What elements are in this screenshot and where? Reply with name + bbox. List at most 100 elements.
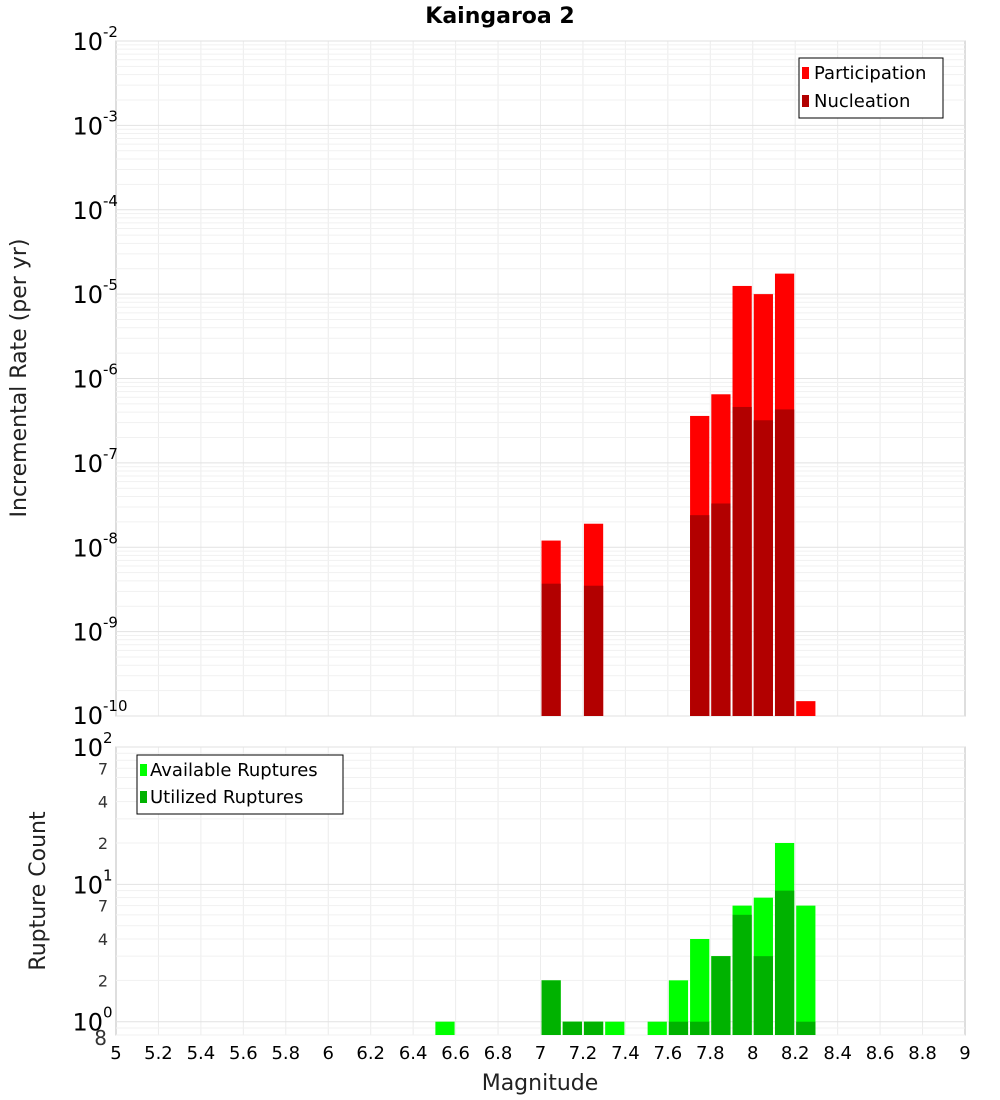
x-tick-label-13: 7.6 xyxy=(654,1043,683,1064)
x-tick-label-16: 8.2 xyxy=(781,1043,810,1064)
rate-y-tick-base-6: 10 xyxy=(72,534,103,562)
count-bar-utilized-ruptures-0 xyxy=(541,980,561,1035)
count-bar-utilized-ruptures-3 xyxy=(668,1021,689,1035)
x-tick-label-18: 8.6 xyxy=(866,1043,895,1064)
rate-bar-participation-7 xyxy=(796,701,816,716)
available-legend-label: Available Ruptures xyxy=(150,760,318,781)
nucleation-legend-label: Nucleation xyxy=(814,91,910,112)
x-tick-label-19: 8.8 xyxy=(908,1043,937,1064)
x-tick-label-3: 5.6 xyxy=(229,1043,258,1064)
rate-y-tick-exp-5: -7 xyxy=(103,445,118,463)
x-tick-label-5: 6 xyxy=(323,1043,334,1064)
count-bar-available-ruptures-12 xyxy=(796,905,816,1035)
rate-y-tick-exp-8: -10 xyxy=(103,697,128,715)
rate-y-tick-exp-2: -4 xyxy=(103,192,118,210)
count-y-tick-3: 2 xyxy=(98,834,108,853)
count-y-tick-2: 4 xyxy=(98,793,108,812)
rate-y-tick-exp-3: -5 xyxy=(103,276,118,294)
rate-bar-nucleation-3 xyxy=(711,503,731,716)
rate-legend: Participation Nucleation xyxy=(798,57,944,119)
rate-y-tick-base-4: 10 xyxy=(72,366,103,394)
x-tick-label-9: 6.8 xyxy=(484,1043,513,1064)
available-legend-swatch xyxy=(140,764,147,776)
count-y-tick-base-0: 10 xyxy=(72,734,103,762)
count-bar-utilized-ruptures-9 xyxy=(796,1021,816,1035)
rate-y-tick-base-2: 10 xyxy=(72,197,103,225)
count-y-tick-exp-8: 0 xyxy=(103,1004,113,1022)
count-bars xyxy=(435,843,816,1035)
nucleation-legend-swatch xyxy=(802,95,809,107)
count-bar-available-ruptures-6 xyxy=(668,980,689,1035)
count-bar-utilized-ruptures-2 xyxy=(583,1021,604,1035)
count-bar-available-ruptures-7 xyxy=(690,939,710,1035)
count-y-axis-label: Rupture Count xyxy=(26,811,51,971)
x-tick-label-10: 7 xyxy=(535,1043,546,1064)
rate-y-tick-exp-7: -9 xyxy=(103,614,118,632)
rate-bar-nucleation-0 xyxy=(541,583,561,716)
rate-y-tick-base-1: 10 xyxy=(72,112,103,140)
count-y-tick-exp-4: 1 xyxy=(103,866,113,884)
count-bar-utilized-ruptures-7 xyxy=(753,956,773,1035)
count-y-tick-5: 7 xyxy=(98,897,108,916)
x-tick-label-0: 5 xyxy=(110,1043,121,1064)
x-tick-label-11: 7.2 xyxy=(569,1043,598,1064)
x-tick-label-14: 7.8 xyxy=(696,1043,725,1064)
rate-y-tick-base-7: 10 xyxy=(72,619,103,647)
participation-legend-label: Participation xyxy=(814,63,926,84)
rate-bar-nucleation-6 xyxy=(774,409,795,716)
utilized-legend-label: Utilized Ruptures xyxy=(150,787,303,808)
rate-y-tick-base-3: 10 xyxy=(72,281,103,309)
chart-title: Kaingaroa 2 xyxy=(425,4,574,29)
x-tick-label-1: 5.2 xyxy=(144,1043,173,1064)
rate-bar-nucleation-5 xyxy=(753,420,773,716)
rate-y-ticks: 10-210-310-410-510-610-710-810-910-10 xyxy=(72,23,127,730)
rate-y-tick-exp-4: -6 xyxy=(103,361,118,379)
count-bar-available-ruptures-0 xyxy=(435,1021,455,1035)
count-bar-utilized-ruptures-5 xyxy=(711,956,731,1035)
x-tick-label-2: 5.4 xyxy=(187,1043,216,1064)
rate-y-axis-label: Incremental Rate (per yr) xyxy=(7,239,32,518)
rate-y-tick-exp-0: -2 xyxy=(103,23,118,41)
count-bar-utilized-ruptures-4 xyxy=(690,1021,710,1035)
rate-y-tick-exp-6: -8 xyxy=(103,529,118,547)
count-bar-utilized-ruptures-1 xyxy=(562,1021,582,1035)
utilized-legend-swatch xyxy=(140,791,147,803)
rate-bar-nucleation-1 xyxy=(583,585,604,716)
count-legend-box xyxy=(136,754,344,815)
rate-legend-box xyxy=(798,57,944,119)
participation-legend-swatch xyxy=(802,67,809,79)
x-tick-label-4: 5.8 xyxy=(271,1043,300,1064)
rate-panel: 10-210-310-410-510-610-710-810-910-10 In… xyxy=(7,23,966,730)
count-y-tick-1: 7 xyxy=(98,759,108,778)
count-y-tick-9: 8 xyxy=(94,1026,107,1050)
rate-y-tick-base-8: 10 xyxy=(72,702,103,730)
count-y-tick-6: 4 xyxy=(98,930,108,949)
count-y-tick-7: 2 xyxy=(98,971,108,990)
rate-y-tick-exp-1: -3 xyxy=(103,107,118,125)
x-tick-label-6: 6.2 xyxy=(356,1043,385,1064)
count-bar-available-ruptures-5 xyxy=(647,1021,667,1035)
rate-bars xyxy=(541,273,816,716)
count-bar-utilized-ruptures-8 xyxy=(774,890,795,1035)
rate-grid xyxy=(116,40,965,717)
count-y-tick-exp-0: 2 xyxy=(103,729,113,747)
rate-y-tick-base-0: 10 xyxy=(72,28,103,56)
x-tick-label-7: 6.4 xyxy=(399,1043,428,1064)
rate-bar-nucleation-4 xyxy=(732,406,752,716)
count-y-tick-base-8: 10 xyxy=(72,1009,103,1037)
x-tick-label-20: 9 xyxy=(959,1043,970,1064)
x-tick-label-15: 8 xyxy=(747,1043,758,1064)
count-legend: Available Ruptures Utilized Ruptures xyxy=(136,754,344,815)
rate-bar-nucleation-2 xyxy=(690,515,710,716)
x-tick-label-12: 7.4 xyxy=(611,1043,640,1064)
x-axis-label: Magnitude xyxy=(482,1071,599,1096)
x-axis-ticks: 5 5.2 5.4 5.6 5.8 6 6.2 6.4 6.6 6.8 7 7.2 7.4 7.6 7.8 8… xyxy=(110,1043,970,1064)
count-bar-available-ruptures-4 xyxy=(605,1021,625,1035)
count-y-tick-base-4: 10 xyxy=(72,871,103,899)
x-tick-label-8: 6.6 xyxy=(441,1043,470,1064)
x-tick-label-17: 8.4 xyxy=(823,1043,852,1064)
rate-y-tick-base-5: 10 xyxy=(72,450,103,478)
